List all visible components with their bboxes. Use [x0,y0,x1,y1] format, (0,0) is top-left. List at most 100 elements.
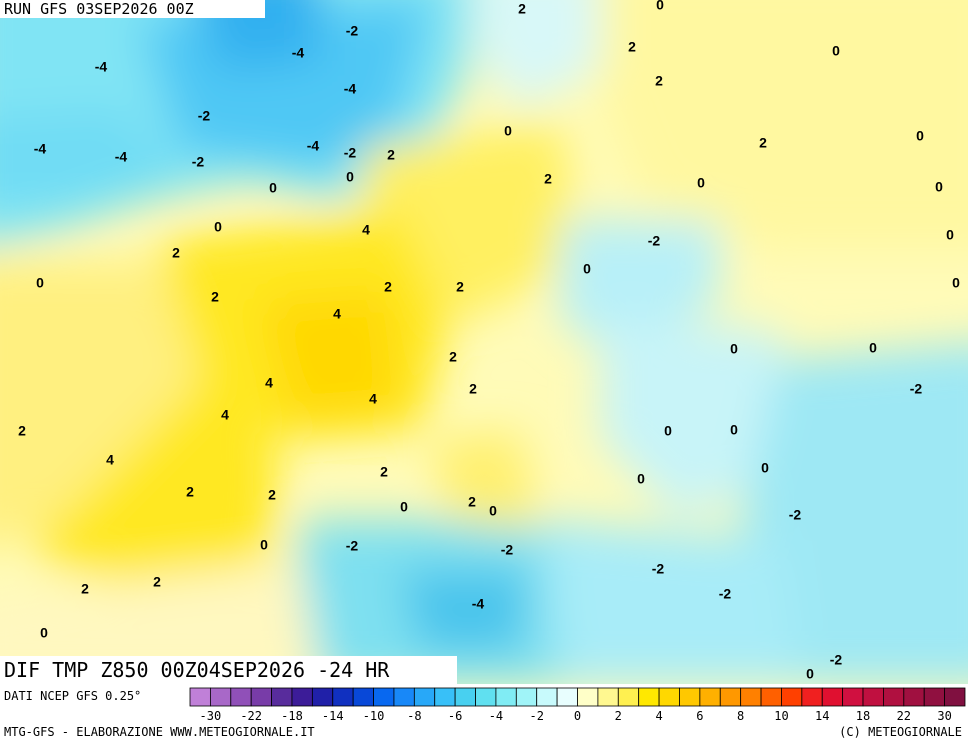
legend-swatch [719,687,742,707]
legend-swatch [515,687,538,707]
contour-label: 0 [806,666,814,682]
contour-label: -2 [789,507,802,523]
contour-label: 2 [628,39,636,55]
contour-label: 2 [268,487,276,503]
contour-label: 0 [36,275,44,291]
contour-label: 0 [916,128,924,144]
legend-label: 30 [937,709,951,723]
legend-label: -4 [489,709,503,723]
contour-label: 0 [664,423,672,439]
contour-label: 2 [518,1,526,17]
contour-label: -2 [719,586,732,602]
contour-label: 2 [172,245,180,261]
footer-left: MTG-GFS - ELABORAZIONE WWW.METEOGIORNALE… [4,725,315,739]
legend-swatch [699,687,721,707]
contour-label: 2 [81,581,89,597]
contour-label: -2 [910,381,923,397]
legend-swatch [781,687,803,707]
legend-label: -6 [448,709,462,723]
legend-swatch [271,687,293,707]
contour-label: -2 [346,23,359,39]
legend-swatch [842,687,864,707]
legend-label: 14 [815,709,829,723]
contour-label: 2 [456,279,464,295]
contour-label: 0 [504,123,512,139]
legend-swatch [250,687,272,707]
contour-label: 2 [384,279,392,295]
legend-label: 8 [737,709,744,723]
contour-label: 0 [869,340,877,356]
contour-label: 4 [265,375,273,391]
contour-label: 0 [656,0,664,13]
legend-swatch [352,687,374,707]
contour-label: 0 [214,219,222,235]
source-label: DATI NCEP GFS 0.25° [4,689,141,703]
legend-swatch [475,687,497,707]
legend-label: -10 [363,709,385,723]
contour-label: 2 [759,135,767,151]
contour-labels: -2-4-4-4-2-4 -4 -2-4 -2 20002024242202202002… [18,0,960,682]
legend-swatch [536,687,558,707]
contour-label: 2 [469,381,477,397]
legend-swatch [944,687,966,707]
contour-label: -2 [648,233,661,249]
legend-label: 6 [696,709,703,723]
contour-label: 2 [211,289,219,305]
legend-swatch [883,687,905,707]
contour-label: -4 [472,596,485,612]
contour-label: 0 [346,169,354,185]
legend-swatch [801,687,823,707]
run-label: RUN GFS 03SEP2026 00Z [4,0,194,18]
contour-label: -4 [34,141,47,157]
legend-swatch [189,687,211,707]
contour-label: 0 [400,499,408,515]
contour-label: 2 [380,464,388,480]
legend-label: 4 [655,709,662,723]
legend-swatch [740,687,762,707]
map-title: DIF TMP Z850 00Z04SEP2026 -24 HR [4,658,390,682]
legend-swatch [597,687,619,707]
contour-label: 2 [153,574,161,590]
legend-swatch [638,687,660,707]
contour-label: 0 [935,179,943,195]
legend-swatch [679,687,701,707]
legend-swatch [230,687,252,707]
contour-label: -2 [192,154,205,170]
legend-swatch [413,687,436,707]
contour-label: 4 [362,222,370,238]
contour-label: -4 [344,81,357,97]
contour-label: 4 [221,407,229,423]
legend-label: 0 [574,709,581,723]
contour-label: -4 [292,45,305,61]
map-field [0,0,968,684]
legend-swatch [454,687,476,707]
contour-label: 2 [18,423,26,439]
contour-label: 0 [489,503,497,519]
contour-label: 0 [637,471,645,487]
legend-swatch [577,687,599,707]
legend-swatch [923,687,946,707]
color-legend: -30 -22 -18 -14 -10 -8 -6 -4 -2 0 2 4 6 8 10 14 18 22 30 [189,687,966,723]
contour-label: 0 [269,180,277,196]
contour-label: -2 [346,538,359,554]
contour-label: 4 [106,452,114,468]
contour-label: 0 [952,275,960,291]
legend-swatch [862,687,884,707]
contour-label: 0 [832,43,840,59]
legend-swatch [760,687,782,707]
legend-swatch [209,687,232,707]
legend-swatch [393,687,415,707]
contour-label: -2 [344,145,357,161]
header-box [0,0,265,18]
legend-swatch [332,687,354,707]
contour-label: 2 [468,494,476,510]
contour-label: 0 [730,341,738,357]
legend-label: 10 [774,709,788,723]
legend-label: -8 [407,709,421,723]
legend-swatch [311,687,334,707]
contour-label: 2 [655,73,663,89]
contour-label: -4 [95,59,108,75]
legend-swatch [291,687,313,707]
